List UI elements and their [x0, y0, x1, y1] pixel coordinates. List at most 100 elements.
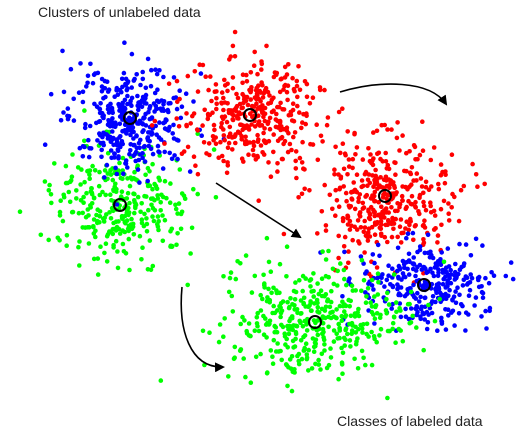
data-point: [292, 88, 297, 94]
data-point: [174, 116, 179, 121]
data-point: [287, 357, 293, 362]
data-point: [273, 349, 279, 354]
data-point: [406, 316, 412, 322]
data-point: [110, 116, 115, 121]
data-point: [364, 294, 369, 299]
data-point: [295, 353, 300, 359]
data-point: [422, 218, 427, 223]
data-point: [354, 145, 360, 150]
data-point: [306, 304, 311, 310]
data-point: [254, 321, 260, 326]
data-point: [361, 277, 367, 283]
data-point: [302, 345, 308, 351]
data-point: [334, 198, 340, 203]
data-point: [314, 328, 320, 333]
data-point: [375, 292, 381, 297]
data-point: [206, 87, 211, 93]
data-point: [272, 329, 278, 335]
data-point: [88, 61, 93, 67]
data-point: [366, 146, 371, 151]
data-point: [436, 186, 442, 192]
data-point: [105, 103, 111, 109]
data-point: [262, 105, 268, 111]
data-point: [423, 179, 429, 185]
data-point: [174, 242, 179, 248]
data-point: [428, 210, 434, 215]
data-point: [436, 267, 441, 272]
data-point: [162, 149, 167, 155]
data-point: [202, 107, 207, 113]
data-point: [428, 203, 434, 209]
data-point: [310, 336, 316, 341]
data-point: [86, 241, 92, 246]
data-point: [117, 160, 122, 166]
data-point: [301, 295, 307, 301]
data-point: [349, 196, 355, 201]
data-point: [276, 104, 282, 110]
data-point: [260, 296, 265, 302]
data-point: [343, 313, 349, 318]
data-point: [384, 196, 390, 202]
data-point: [171, 95, 176, 101]
data-point: [336, 204, 342, 209]
data-point: [438, 262, 444, 268]
data-point: [347, 227, 353, 232]
data-point: [480, 295, 486, 301]
data-point: [426, 187, 432, 193]
data-point: [290, 101, 296, 106]
data-point: [80, 89, 86, 95]
data-point: [274, 288, 279, 293]
green-class-centroid: [308, 315, 322, 329]
data-point: [115, 249, 120, 254]
data-point: [446, 218, 452, 223]
data-point: [132, 191, 137, 197]
data-point: [131, 232, 137, 237]
data-point: [346, 249, 351, 254]
data-point: [193, 163, 198, 168]
data-point: [139, 257, 144, 262]
data-point: [311, 349, 317, 355]
data-point: [157, 120, 162, 125]
data-point: [429, 184, 434, 189]
data-point: [407, 301, 412, 307]
data-point: [46, 188, 52, 193]
data-point: [158, 200, 163, 205]
data-point: [289, 388, 295, 394]
data-point: [267, 93, 272, 98]
data-point: [452, 269, 458, 275]
data-point: [119, 76, 125, 82]
data-point: [335, 283, 340, 288]
data-point: [406, 227, 412, 233]
data-point: [254, 85, 259, 91]
data-point: [176, 124, 182, 129]
data-point: [110, 136, 116, 141]
data-point: [49, 200, 54, 206]
data-point: [314, 297, 320, 303]
data-point: [326, 274, 332, 280]
data-point: [286, 305, 292, 311]
data-point: [61, 110, 66, 115]
data-point: [438, 172, 444, 178]
data-point: [104, 79, 110, 84]
data-point: [359, 348, 365, 354]
data-point: [404, 168, 409, 174]
data-point: [311, 294, 317, 299]
data-point: [185, 73, 191, 79]
data-point: [93, 234, 98, 240]
data-point: [275, 308, 280, 313]
data-point: [252, 328, 258, 334]
data-point: [158, 208, 163, 213]
data-point: [282, 83, 287, 89]
data-point: [115, 147, 121, 152]
data-point: [162, 217, 168, 223]
data-point: [327, 192, 333, 198]
data-point: [105, 150, 111, 156]
data-point: [258, 351, 263, 357]
data-point: [388, 282, 393, 287]
data-point: [162, 141, 167, 146]
data-point: [389, 127, 394, 132]
data-point: [233, 140, 238, 146]
data-point: [261, 130, 266, 136]
data-point: [258, 292, 264, 298]
data-point: [386, 302, 392, 307]
